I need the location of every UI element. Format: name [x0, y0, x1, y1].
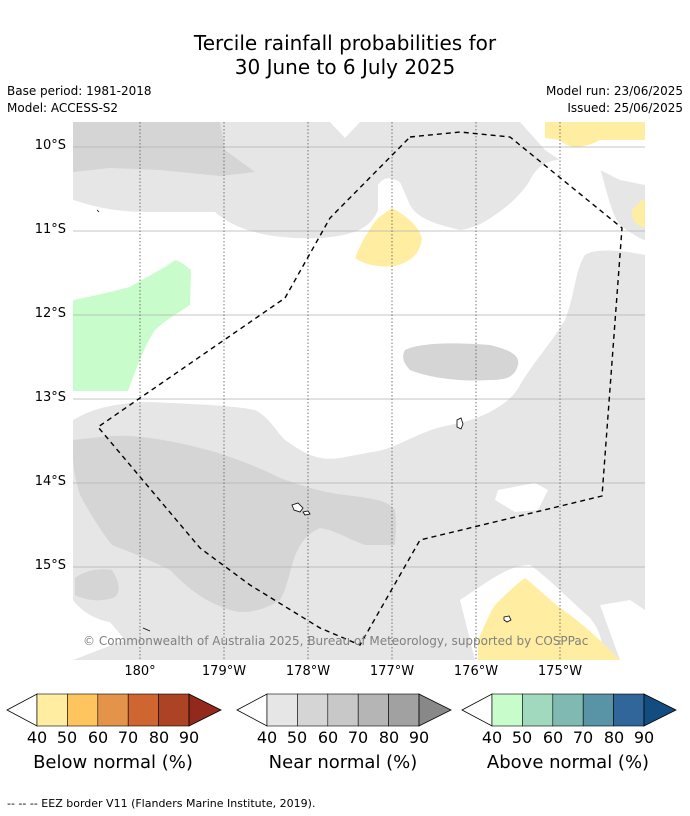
model-run: Model run: 23/06/2025 [545, 84, 683, 98]
copyright-notice: © Commonwealth of Australia 2025, Bureau… [83, 634, 588, 648]
near-normal-50-region [73, 122, 519, 612]
latitude-gridlines [73, 146, 645, 568]
colorbar-above-under-arrow [461, 693, 493, 727]
colorbar-above-cell-80 [613, 693, 645, 727]
colorbar-near-cell-50 [297, 693, 329, 727]
colorbar-near-cell-40 [266, 693, 298, 727]
colorbar-near-under-arrow [236, 693, 268, 727]
map-plot: © Commonwealth of Australia 2025, Bureau… [73, 122, 645, 660]
lat-label-13s: 13°S [34, 390, 66, 405]
above-normal-40-region [73, 260, 191, 391]
cb-near-tick-60: 60 [317, 728, 339, 747]
lat-label-10s: 10°S [34, 138, 66, 153]
cb-above-tick-80: 80 [603, 728, 625, 747]
map-title-line2: 30 June to 6 July 2025 [234, 55, 456, 79]
lon-label-178w: 178°W [285, 664, 331, 679]
lat-label-14s: 14°S [34, 474, 66, 489]
below-normal-40-region [355, 122, 645, 660]
cb-near-tick-40: 40 [256, 728, 278, 747]
longitude-gridlines [139, 122, 561, 660]
colorbar-near-cell-70 [357, 693, 389, 727]
colorbar-above-cell-40 [491, 693, 523, 727]
colorbar-below-cell-60 [97, 693, 129, 727]
eez-legend-footnote: -- -- -- EEZ border V11 (Flanders Marine… [7, 797, 316, 810]
cb-near-tick-70: 70 [347, 728, 369, 747]
colorbar-below-cell-50 [67, 693, 99, 727]
colorbar-above-cell-50 [522, 693, 554, 727]
colorbar-below-under-arrow [6, 693, 38, 727]
cb-above-tick-50: 50 [511, 728, 533, 747]
colorbar-above-over-arrow [643, 693, 677, 727]
cb-near-tick-80: 80 [378, 728, 400, 747]
cb-above-tick-90: 90 [633, 728, 655, 747]
cb-near-tick-50: 50 [286, 728, 308, 747]
colorbar-near-normal [236, 693, 452, 727]
colorbar-above-cell-60 [552, 693, 584, 727]
cb-near-tick-90: 90 [408, 728, 430, 747]
cb-below-tick-90: 90 [178, 728, 200, 747]
colorbar-below-normal [6, 693, 222, 727]
lon-label-177w: 177°W [369, 664, 415, 679]
lat-label-15s: 15°S [34, 558, 66, 573]
issued-date: Issued: 25/06/2025 [567, 101, 683, 115]
colorbar-below-cell-40 [36, 693, 68, 727]
lat-label-11s: 11°S [34, 222, 66, 237]
model-name: Model: ACCESS-S2 [7, 101, 119, 115]
no-dominant-category-region [73, 155, 645, 660]
cb-below-tick-70: 70 [117, 728, 139, 747]
cb-above-tick-40: 40 [481, 728, 503, 747]
cb-above-tick-70: 70 [572, 728, 594, 747]
colorbar-below-cell-80 [158, 693, 190, 727]
island-outlines [96, 209, 512, 632]
colorbar-below-cell-70 [127, 693, 159, 727]
colorbar-below-title: Below normal (%) [33, 752, 193, 773]
cb-below-tick-60: 60 [87, 728, 109, 747]
lon-label-175w: 175°W [537, 664, 583, 679]
colorbar-near-title: Near normal (%) [268, 752, 418, 773]
lon-label-176w: 176°W [453, 664, 499, 679]
colorbar-above-title: Above normal (%) [486, 752, 650, 773]
colorbar-near-cell-80 [388, 693, 420, 727]
lon-label-180: 180° [124, 664, 156, 679]
base-period: Base period: 1981-2018 [7, 84, 152, 98]
colorbar-below-over-arrow [188, 693, 222, 727]
map-title-line1: Tercile rainfall probabilities for [193, 31, 497, 55]
colorbar-above-cell-70 [582, 693, 614, 727]
cb-below-tick-80: 80 [148, 728, 170, 747]
cb-below-tick-40: 40 [26, 728, 48, 747]
cb-above-tick-60: 60 [542, 728, 564, 747]
lon-label-179w: 179°W [201, 664, 247, 679]
colorbar-near-cell-60 [327, 693, 359, 727]
lat-label-12s: 12°S [34, 306, 66, 321]
cb-below-tick-50: 50 [56, 728, 78, 747]
colorbar-above-normal [461, 693, 677, 727]
colorbar-near-over-arrow [418, 693, 452, 727]
